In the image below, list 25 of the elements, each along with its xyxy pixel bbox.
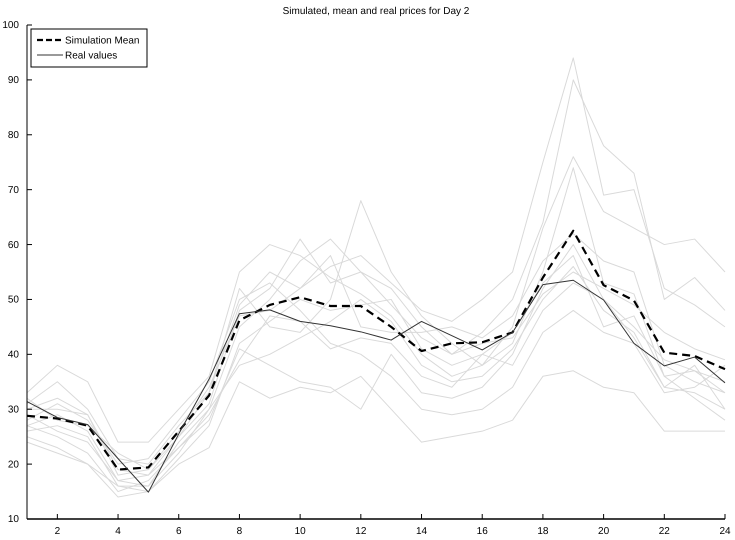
x-tick-label: 14 [416,526,428,538]
legend-label: Simulation Mean [65,36,140,46]
y-tick-label: 30 [8,404,20,416]
y-tick-label: 40 [8,350,20,361]
x-tick-label: 8 [236,526,243,538]
x-tick-label: 6 [176,526,182,538]
y-tick-label: 80 [8,130,20,141]
y-tick-label: 50 [8,294,20,306]
x-tick-label: 20 [598,526,610,538]
x-tick-label: 22 [658,526,670,538]
x-tick-label: 2 [54,526,61,538]
x-tick-label: 16 [476,526,488,538]
y-tick-label: 70 [8,184,20,196]
x-tick-label: 10 [294,526,306,538]
y-tick-label: 60 [8,240,20,251]
y-tick-label: 90 [8,75,20,86]
y-tick-label: 20 [8,459,20,470]
x-tick-label: 18 [537,526,549,538]
x-tick-label: 12 [355,526,367,538]
x-tick-label: 24 [719,526,731,538]
legend-label: Real values [65,50,118,62]
chart-title: Simulated, mean and real prices for Day 2 [282,6,470,17]
y-tick-label: 10 [8,514,20,526]
x-tick-label: 4 [115,526,122,538]
y-tick-label: 100 [2,20,20,32]
